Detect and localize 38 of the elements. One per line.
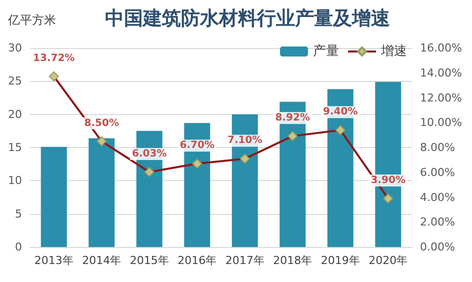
y2-tick-label: 0.00% xyxy=(420,240,455,254)
legend-label: 增速 xyxy=(380,44,407,59)
data-label: 7.10% xyxy=(228,135,262,146)
y-tick-label: 5 xyxy=(15,207,22,220)
legend-label: 产量 xyxy=(313,44,339,59)
y-tick-label: 20 xyxy=(8,108,22,121)
x-tick-label: 2017年 xyxy=(225,254,264,267)
y-tick-label: 25 xyxy=(8,74,22,88)
y2-tick-label: 2.00% xyxy=(420,216,455,229)
bar xyxy=(88,138,115,247)
y-tick-label: 0 xyxy=(15,240,22,254)
data-label: 6.70% xyxy=(180,140,214,152)
y-tick-label: 30 xyxy=(8,42,22,54)
y2-tick-label: 14.00% xyxy=(420,66,462,80)
data-label: 3.90% xyxy=(370,174,406,186)
x-tick-label: 2015年 xyxy=(130,254,169,267)
x-tick-label: 2020年 xyxy=(368,254,408,267)
data-label: 6.03% xyxy=(132,148,167,160)
data-label: 9.40% xyxy=(323,106,358,118)
y2-tick-label: 10.00% xyxy=(420,116,462,130)
x-tick-label: 2014年 xyxy=(82,254,122,267)
y-tick-label: 15 xyxy=(8,141,22,154)
x-tick-label: 2018年 xyxy=(273,254,312,267)
y2-tick-label: 12.00% xyxy=(420,91,462,104)
y2-tick-label: 6.00% xyxy=(420,166,455,179)
data-label: 13.72% xyxy=(33,52,75,64)
x-tick-label: 2019年 xyxy=(320,254,360,267)
data-label: 8.50% xyxy=(84,118,119,129)
y2-tick-label: 8.00% xyxy=(420,141,455,154)
chart-title: 中国建筑防水材料行业产量及增速 xyxy=(105,8,390,30)
y-tick-label: 10 xyxy=(8,174,22,188)
y2-tick-label: 4.00% xyxy=(420,190,455,204)
x-tick-label: 2016年 xyxy=(178,254,217,267)
y-axis-title: 亿平方米 xyxy=(7,13,56,27)
x-tick-label: 2013年 xyxy=(34,254,74,267)
bar xyxy=(40,146,67,247)
y2-tick-label: 16.00% xyxy=(420,42,462,54)
data-label: 8.92% xyxy=(275,112,310,124)
